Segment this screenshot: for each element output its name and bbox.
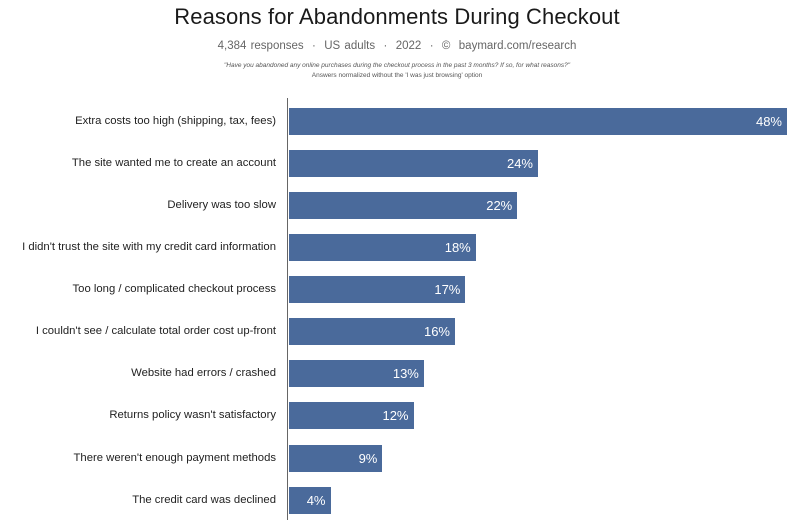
bar: 22% xyxy=(289,192,518,219)
category-label: Returns policy wasn't satisfactory xyxy=(109,409,276,421)
bar-row: Website had errors / crashed 13% xyxy=(0,360,794,387)
bar: 9% xyxy=(289,445,383,472)
bar-row: The site wanted me to create an account … xyxy=(0,150,794,177)
category-label: Website had errors / crashed xyxy=(131,367,276,379)
bar-row: I couldn't see / calculate total order c… xyxy=(0,318,794,345)
bar: 13% xyxy=(289,360,424,387)
bar-row: Delivery was too slow 22% xyxy=(0,192,794,219)
bar: 24% xyxy=(289,150,538,177)
category-label: The credit card was declined xyxy=(132,494,276,506)
bar-row: Too long / complicated checkout process … xyxy=(0,276,794,303)
category-label: I didn't trust the site with my credit c… xyxy=(22,241,276,253)
value-label: 24% xyxy=(506,156,533,171)
category-label: Extra costs too high (shipping, tax, fee… xyxy=(75,115,276,127)
category-label: Too long / complicated checkout process xyxy=(72,283,276,295)
bar-row: Extra costs too high (shipping, tax, fee… xyxy=(0,108,794,135)
category-label: Delivery was too slow xyxy=(167,199,276,211)
category-label: There weren't enough payment methods xyxy=(73,452,276,464)
value-label: 48% xyxy=(755,114,782,129)
y-axis-line xyxy=(287,98,288,520)
bar: 16% xyxy=(289,318,455,345)
bar-row: There weren't enough payment methods 9% xyxy=(0,445,794,472)
value-label: 16% xyxy=(423,324,450,339)
value-label: 17% xyxy=(434,282,461,297)
value-label: 9% xyxy=(358,451,378,466)
value-label: 18% xyxy=(444,240,471,255)
value-label: 4% xyxy=(306,493,326,508)
category-label: The site wanted me to create an account xyxy=(71,157,276,169)
chart-subtitle: 4,384 responses · US adults · 2022 · © b… xyxy=(217,40,577,52)
bar-row: I didn't trust the site with my credit c… xyxy=(0,234,794,261)
survey-question: "Have you abandoned any online purchases… xyxy=(223,62,571,69)
bar-row: The credit card was declined 4% xyxy=(0,487,794,514)
value-label: 12% xyxy=(382,408,409,423)
bar: 17% xyxy=(289,276,466,303)
normalization-note: Answers normalized without the 'I was ju… xyxy=(311,72,483,79)
bar-row: Returns policy wasn't satisfactory 12% xyxy=(0,402,794,429)
bar: 12% xyxy=(289,402,414,429)
category-label: I couldn't see / calculate total order c… xyxy=(35,325,276,337)
value-label: 22% xyxy=(486,198,513,213)
chart-title: Reasons for Abandonments During Checkout xyxy=(174,4,620,29)
bar: 48% xyxy=(289,108,787,135)
bar: 18% xyxy=(289,234,476,261)
value-label: 13% xyxy=(392,366,419,381)
bar: 4% xyxy=(289,487,331,514)
